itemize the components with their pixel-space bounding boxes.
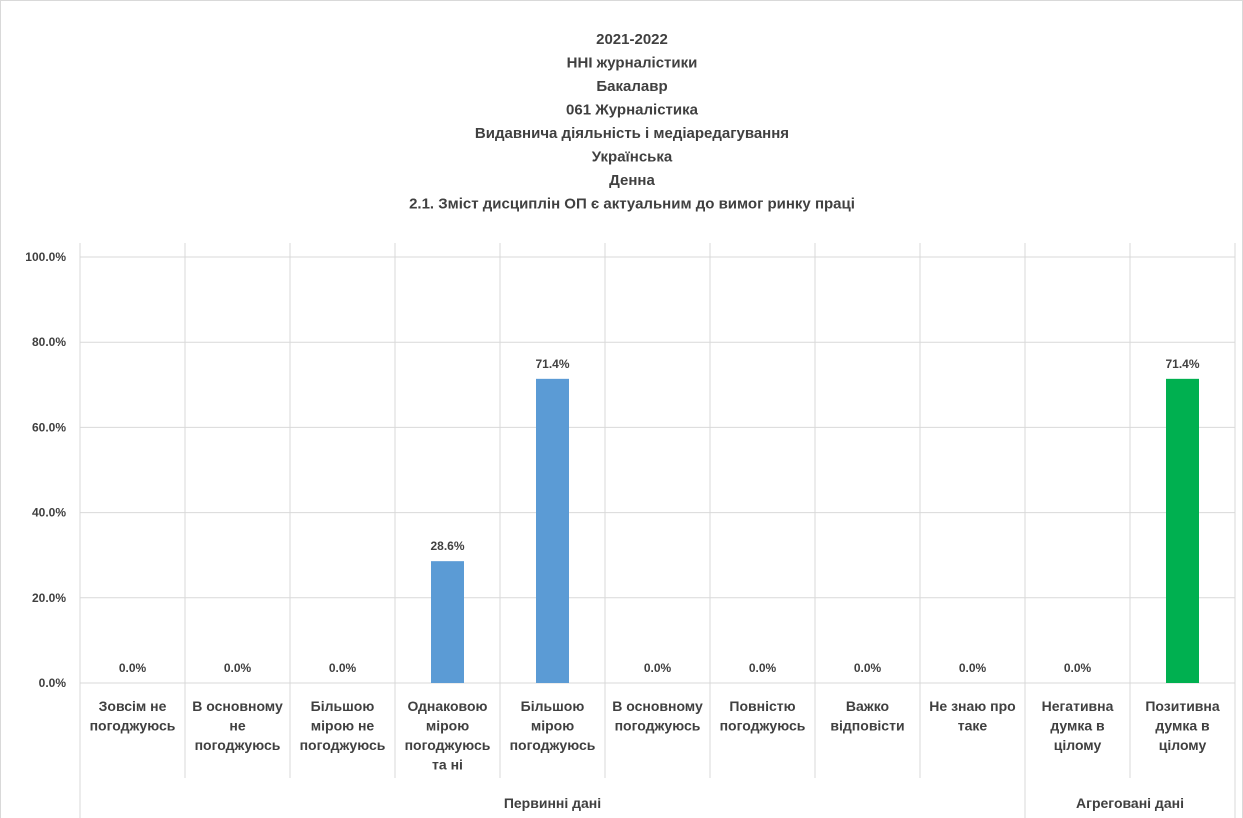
category-label: погоджуюсь [720, 718, 806, 734]
data-label: 0.0% [224, 661, 252, 675]
chart-title-line-1: 2021-2022 [596, 31, 668, 48]
chart-title-line-5: Видавнича діяльність і медіаредагування [475, 125, 789, 142]
category-label: мірою [531, 718, 574, 734]
category-label: погоджуюсь [300, 737, 386, 753]
data-label: 28.6% [430, 539, 464, 553]
category-label: Позитивна [1145, 698, 1220, 714]
chart-title-line-3: Бакалавр [596, 78, 667, 95]
category-label: мірою [426, 718, 469, 734]
category-label: погоджуюсь [90, 718, 176, 734]
chart-title-line-7: Денна [609, 172, 655, 189]
category-label: погоджуюсь [195, 737, 281, 753]
data-label: 0.0% [959, 661, 987, 675]
data-label: 0.0% [854, 661, 882, 675]
chart-title-line-4: 061 Журналістика [566, 102, 699, 119]
category-label: мірою не [311, 718, 375, 734]
category-label: Негативна [1042, 698, 1114, 714]
category-label: Однаковою [408, 698, 488, 714]
category-label: Зовсім не [99, 698, 167, 714]
data-label: 0.0% [1064, 661, 1092, 675]
bar [536, 378, 569, 683]
data-label: 0.0% [644, 661, 672, 675]
chart-title-line-8: 2.1. Зміст дисциплін ОП є актуальним до … [409, 196, 855, 213]
data-label: 0.0% [749, 661, 777, 675]
data-label: 0.0% [119, 661, 147, 675]
category-label: та ні [432, 757, 463, 773]
category-label: Важко [846, 698, 889, 714]
category-label: Більшою [311, 698, 375, 714]
bar [1166, 378, 1199, 683]
category-label: Не знаю про [929, 698, 1015, 714]
y-tick-label: 20.0% [32, 591, 66, 605]
category-label: відповісти [830, 718, 904, 734]
category-label: погоджуюсь [405, 737, 491, 753]
category-label: думка в [1155, 718, 1210, 734]
data-label: 71.4% [535, 357, 569, 371]
y-tick-label: 80.0% [32, 335, 66, 349]
bar [431, 561, 464, 683]
category-label: Більшою [521, 698, 585, 714]
y-tick-label: 40.0% [32, 506, 66, 520]
y-tick-label: 100.0% [25, 250, 66, 264]
group-label: Первинні дані [504, 795, 601, 811]
category-label: таке [958, 718, 988, 734]
category-label: погоджуюсь [615, 718, 701, 734]
y-tick-label: 0.0% [39, 676, 67, 690]
category-label: погоджуюсь [510, 737, 596, 753]
group-label: Агреговані дані [1076, 795, 1184, 811]
chart-title-line-2: ННІ журналістики [567, 55, 698, 72]
category-label: Повністю [729, 698, 795, 714]
y-tick-label: 60.0% [32, 420, 66, 434]
chart-title-line-6: Українська [592, 149, 673, 166]
category-label: В основному [192, 698, 283, 714]
category-label: цілому [1159, 737, 1207, 753]
category-label: цілому [1054, 737, 1102, 753]
category-label: думка в [1050, 718, 1105, 734]
category-label: В основному [612, 698, 703, 714]
data-label: 0.0% [329, 661, 357, 675]
category-label: не [229, 718, 245, 734]
data-label: 71.4% [1165, 357, 1199, 371]
